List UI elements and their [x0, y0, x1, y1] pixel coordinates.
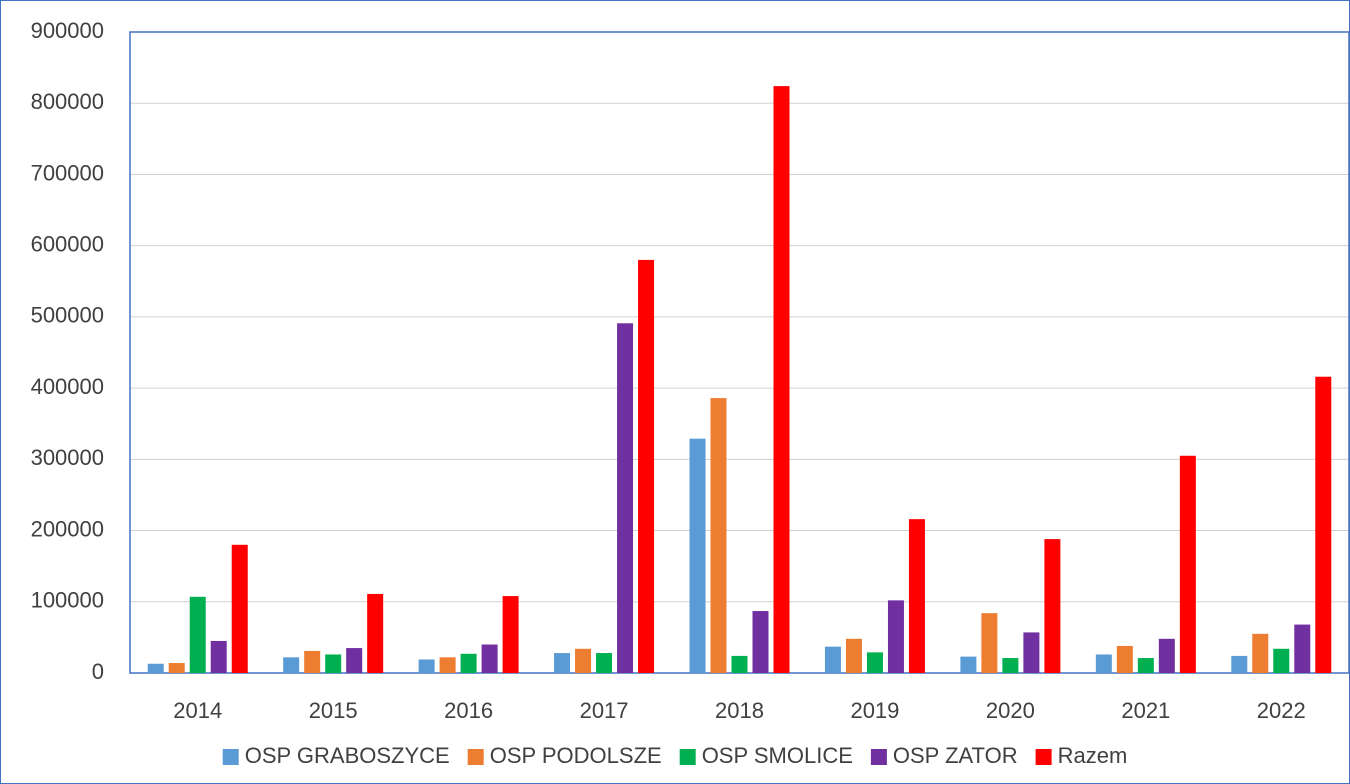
x-tick-label: 2022 — [1257, 698, 1306, 723]
y-tick-label: 600000 — [31, 231, 104, 256]
bar — [908, 519, 925, 673]
bar — [554, 653, 571, 673]
bar — [283, 657, 300, 673]
bar — [231, 544, 248, 673]
bar — [189, 596, 206, 673]
legend-swatch — [222, 749, 239, 765]
bar — [1315, 376, 1332, 673]
y-tick-label: 700000 — [31, 160, 104, 185]
bar — [367, 593, 384, 673]
y-tick-label: 300000 — [31, 445, 104, 470]
bar — [439, 657, 456, 673]
bar — [638, 259, 655, 673]
bar — [460, 653, 477, 673]
bar — [147, 663, 164, 673]
bar — [710, 398, 727, 673]
bar — [1273, 648, 1290, 673]
y-tick-label: 400000 — [31, 374, 104, 399]
bar — [575, 648, 592, 673]
legend-swatch — [870, 749, 887, 765]
legend-swatch — [467, 749, 484, 765]
x-tick-label: 2015 — [309, 698, 358, 723]
bar — [1095, 654, 1112, 673]
bar — [304, 650, 321, 673]
bar — [617, 323, 634, 673]
bar — [1002, 658, 1019, 673]
bar — [731, 655, 748, 673]
x-tick-label: 2014 — [173, 698, 222, 723]
legend-label: OSP PODOLSZE — [490, 743, 662, 768]
y-tick-label: 900000 — [31, 18, 104, 43]
y-tick-label: 100000 — [31, 588, 104, 613]
bar — [689, 438, 706, 673]
x-tick-label: 2016 — [444, 698, 493, 723]
legend-label: OSP GRABOSZYCE — [245, 743, 450, 768]
bar — [1179, 455, 1196, 673]
bar — [1294, 624, 1311, 673]
x-tick-label: 2021 — [1121, 698, 1170, 723]
y-tick-label: 500000 — [31, 303, 104, 328]
bar — [502, 596, 519, 673]
x-tick-label: 2018 — [715, 698, 764, 723]
bar — [824, 646, 841, 673]
y-tick-label: 200000 — [31, 516, 104, 541]
x-tick-label: 2020 — [986, 698, 1035, 723]
legend-label: Razem — [1058, 743, 1128, 768]
bar — [752, 611, 769, 673]
x-tick-label: 2019 — [850, 698, 899, 723]
bar — [1252, 633, 1269, 673]
bar — [866, 652, 883, 673]
bar — [1023, 632, 1040, 673]
bar — [981, 613, 998, 673]
bar — [325, 654, 342, 673]
bar — [168, 663, 185, 673]
legend-swatch — [1035, 749, 1052, 765]
bar — [960, 656, 977, 673]
legend-swatch — [679, 749, 696, 765]
bar — [887, 600, 904, 673]
bar — [346, 648, 363, 673]
bar — [418, 659, 435, 673]
bar — [845, 638, 862, 673]
bar — [1158, 638, 1175, 673]
bar — [1116, 645, 1133, 673]
y-tick-label: 0 — [92, 659, 104, 684]
bar — [210, 640, 227, 673]
legend-label: OSP ZATOR — [893, 743, 1018, 768]
bar — [481, 644, 498, 673]
bar — [596, 653, 613, 673]
x-tick-label: 2017 — [580, 698, 629, 723]
y-tick-label: 800000 — [31, 89, 104, 114]
bar — [1044, 539, 1061, 673]
bar — [1137, 658, 1154, 673]
legend-label: OSP SMOLICE — [702, 743, 853, 768]
bar — [773, 86, 790, 673]
bar — [1231, 655, 1248, 673]
